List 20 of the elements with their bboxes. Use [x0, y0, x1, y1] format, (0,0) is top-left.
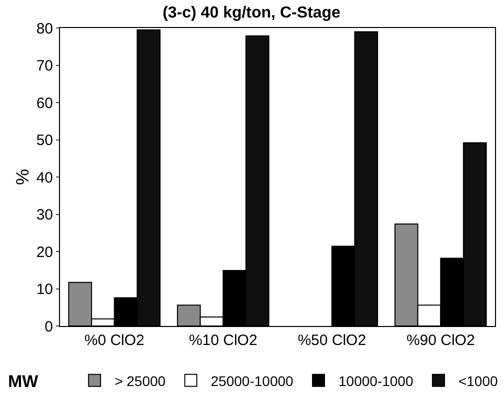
x-tick-label: %0 ClO2 [84, 332, 144, 349]
y-tick-label: 0 [44, 318, 53, 336]
y-tick-label: 20 [36, 244, 53, 261]
chart-title: (3-c) 40 kg/ton, C-Stage [162, 4, 340, 22]
y-tick-label: 10 [36, 281, 53, 298]
y-tick-label: 70 [36, 58, 53, 74]
y-tick-label: 40 [36, 169, 53, 186]
legend-label: <1000 [458, 372, 498, 389]
y-axis-title: % [12, 168, 33, 186]
legend-label: 10000-1000 [338, 372, 414, 389]
y-tick-label: 50 [36, 132, 53, 149]
y-tick-label: 60 [36, 94, 53, 112]
y-tick-label: 30 [36, 206, 53, 224]
legend-label: > 25000 [114, 372, 166, 389]
x-tick-label: %90 ClO2 [406, 332, 475, 349]
y-tick-label: 80 [36, 20, 53, 38]
x-tick-label: %50 ClO2 [298, 332, 366, 349]
legend-title: MW [8, 372, 40, 391]
x-tick-label: %10 ClO2 [188, 332, 258, 349]
legend-label: 25000-10000 [210, 372, 294, 389]
